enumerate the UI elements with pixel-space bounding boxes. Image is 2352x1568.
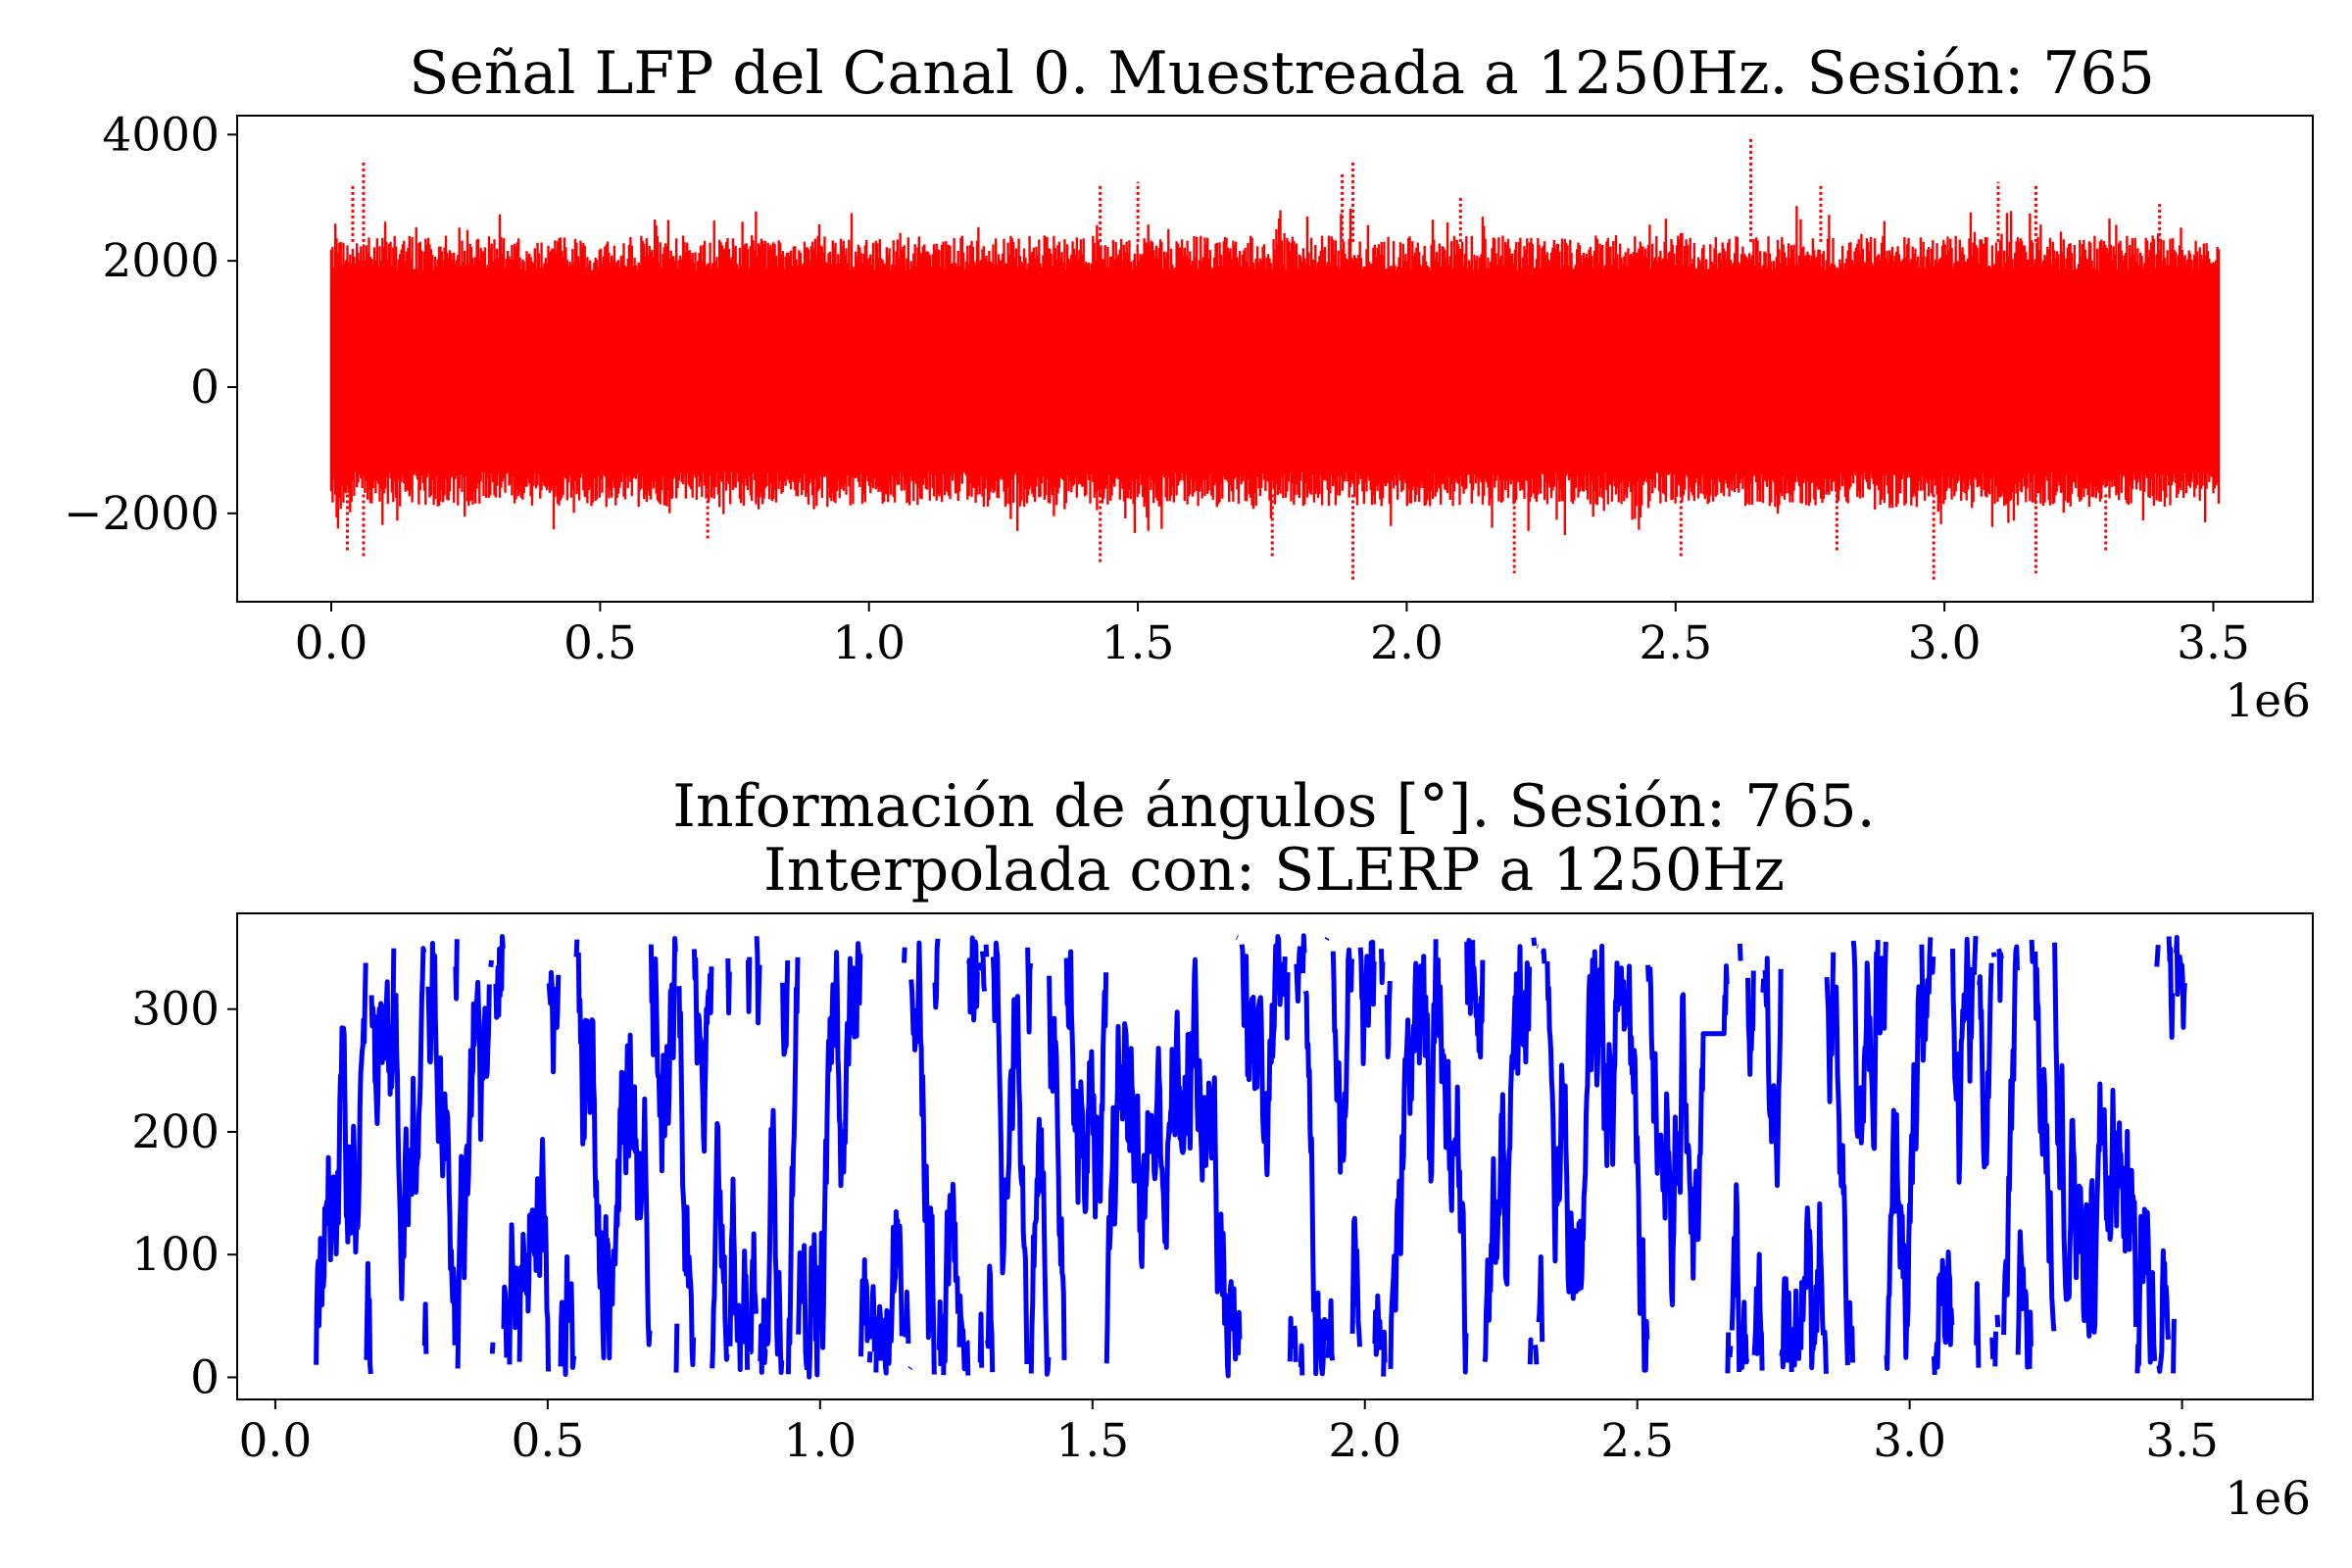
angle-chart: Información de ángulos [°]. Sesión: 765.… [131, 772, 2314, 1526]
lfp-x-tick-label: 3.0 [1908, 616, 1982, 670]
angle-y-tick-label: 100 [131, 1228, 220, 1282]
lfp-x-tick-label: 1.5 [1102, 616, 1175, 670]
angle-series-line [314, 933, 2187, 1380]
angle-chart-title-line2: Interpolada con: SLERP a 1250Hz [763, 836, 1785, 905]
lfp-chart-title: Señal LFP del Canal 0. Muestreada a 1250… [409, 39, 2155, 108]
angle-chart-title-line1: Información de ángulos [°]. Sesión: 765. [672, 772, 1875, 841]
lfp-y-axis: −2000 0 2000 4000 [64, 108, 237, 541]
angle-axes-frame [236, 912, 2314, 1400]
angle-x-tick-label: 3.5 [2145, 1414, 2219, 1468]
lfp-y-tick-label: 2000 [102, 234, 220, 288]
angle-x-tick-label: 1.0 [783, 1414, 857, 1468]
lfp-x-tick-label: 0.5 [564, 616, 637, 670]
lfp-y-tick-label: 0 [190, 361, 220, 415]
angle-y-tick-label: 300 [131, 983, 220, 1037]
angle-x-offset-label: 1e6 [2225, 1472, 2311, 1526]
angle-data-layer [314, 933, 2187, 1380]
lfp-x-tick-label: 2.0 [1370, 616, 1444, 670]
lfp-x-offset-label: 1e6 [2225, 674, 2311, 728]
lfp-chart: Señal LFP del Canal 0. Muestreada a 1250… [64, 39, 2314, 728]
angle-x-tick-label: 0.5 [511, 1414, 584, 1468]
lfp-data-layer [329, 137, 2221, 580]
angle-x-tick-label: 2.0 [1328, 1414, 1401, 1468]
lfp-x-tick-label: 2.5 [1639, 616, 1712, 670]
angle-x-tick-label: 3.0 [1873, 1414, 1946, 1468]
angle-y-tick-label: 200 [131, 1105, 220, 1159]
lfp-x-tick-label: 0.0 [295, 616, 368, 670]
angle-x-tick-label: 0.0 [239, 1414, 313, 1468]
lfp-y-tick-label: 4000 [102, 108, 220, 162]
angle-x-axis: 0.0 0.5 1.0 1.5 2.0 2.5 3.0 3.5 [239, 1399, 2219, 1468]
angle-y-tick-label: 0 [190, 1350, 220, 1404]
lfp-axes-frame [236, 115, 2314, 603]
lfp-signal-core [331, 292, 2219, 451]
lfp-y-tick-label: −2000 [64, 487, 220, 541]
lfp-x-tick-label: 1.0 [832, 616, 906, 670]
lfp-x-axis: 0.0 0.5 1.0 1.5 2.0 2.5 3.0 3.5 [295, 602, 2250, 670]
angle-x-tick-label: 1.5 [1055, 1414, 1129, 1468]
angle-x-tick-label: 2.5 [1600, 1414, 1674, 1468]
angle-y-axis: 0 100 200 300 [131, 983, 237, 1404]
lfp-x-tick-label: 3.5 [2177, 616, 2250, 670]
